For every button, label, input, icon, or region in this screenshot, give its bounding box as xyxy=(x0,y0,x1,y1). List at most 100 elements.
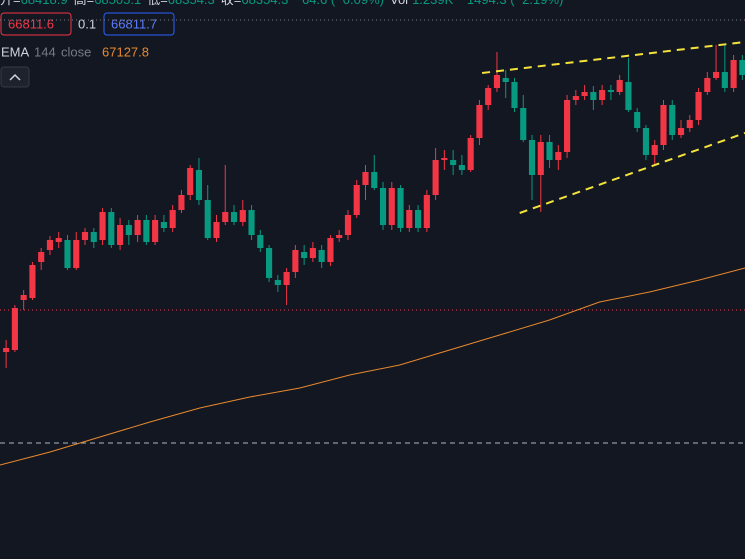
candle-body xyxy=(117,225,124,245)
candle-body xyxy=(274,280,281,285)
header-item: 收= xyxy=(221,0,242,7)
candle-body xyxy=(230,212,238,222)
candle-body xyxy=(195,170,203,200)
candle-body xyxy=(476,105,483,138)
candle-body xyxy=(485,88,492,105)
candle-body xyxy=(634,112,641,128)
header: 开=68418.9高=68505.1低=68354.3收=68354.3−64.… xyxy=(0,0,563,88)
ask-box xyxy=(103,12,175,36)
candle-body xyxy=(537,142,544,175)
candle-body xyxy=(704,78,711,92)
bid-box xyxy=(0,12,72,36)
candle-body xyxy=(493,75,501,88)
candle-body xyxy=(143,220,150,242)
candle-body xyxy=(432,160,439,195)
candle-body xyxy=(318,250,325,262)
candle-body xyxy=(73,240,80,268)
header-item: 68505.1 xyxy=(94,0,141,7)
candle-body xyxy=(467,138,474,170)
collapse-button[interactable] xyxy=(0,66,30,88)
ask: 66811.7 xyxy=(111,16,157,31)
candle-body xyxy=(301,252,308,258)
candle-body xyxy=(379,188,387,225)
candle-body xyxy=(520,108,527,140)
candle-body xyxy=(555,152,562,160)
candle-body xyxy=(642,128,650,155)
candle-body xyxy=(108,212,115,245)
candle-body xyxy=(204,200,211,238)
candle-body xyxy=(222,212,229,222)
candle-body xyxy=(29,265,36,298)
candle-body xyxy=(134,220,141,235)
candle-body xyxy=(721,72,728,88)
candle-body xyxy=(730,60,737,88)
candle-body xyxy=(458,165,465,170)
header-item: −1494.3 (−2.19%) xyxy=(459,0,563,7)
candle-body xyxy=(309,248,316,258)
indicator-source: close xyxy=(61,44,91,59)
candle-body xyxy=(336,235,343,238)
candle-body xyxy=(152,220,159,242)
candle-body xyxy=(677,128,685,135)
candle-body xyxy=(125,225,132,235)
trend-line xyxy=(519,132,745,214)
candle-body xyxy=(572,96,579,100)
candle-body xyxy=(625,82,632,110)
header-item: 68354.3 xyxy=(241,0,288,7)
candle-body xyxy=(686,120,693,128)
candle-body xyxy=(651,145,658,155)
bid: 66811.6 xyxy=(8,16,54,31)
candle-body xyxy=(423,195,430,228)
candle-body xyxy=(511,82,518,108)
candle-body xyxy=(546,142,553,160)
candle-body xyxy=(362,172,369,185)
header-item: 1.239K xyxy=(412,0,454,7)
collapse-icon xyxy=(9,73,21,81)
candle-body xyxy=(257,235,264,248)
candle-body xyxy=(178,195,185,210)
candle-body xyxy=(528,140,536,175)
header-item: −64.6 (−0.09%) xyxy=(294,0,384,7)
candle-body xyxy=(353,185,360,215)
header-item: 高= xyxy=(74,0,95,7)
candle-body xyxy=(55,238,62,242)
candle-body xyxy=(599,90,606,100)
candle-body xyxy=(502,78,509,82)
candle-body xyxy=(590,92,597,100)
candle-body xyxy=(248,210,255,235)
spread: 0.1 xyxy=(78,16,96,31)
candle-body xyxy=(38,252,45,262)
candle-body xyxy=(388,188,395,225)
candle-body xyxy=(213,222,220,238)
candle-body xyxy=(669,105,676,135)
header-item: 低= xyxy=(147,0,168,7)
candle-body xyxy=(187,168,194,195)
candle-body xyxy=(441,158,448,160)
candle-body xyxy=(564,100,571,152)
ema-line xyxy=(0,267,745,466)
candle-body xyxy=(581,92,588,96)
candle-body xyxy=(160,222,167,228)
candle-body xyxy=(239,210,246,222)
candle-body xyxy=(3,348,10,352)
indicator-value: 67127.8 xyxy=(102,44,149,59)
candle-body xyxy=(46,240,54,250)
header-item: Vol xyxy=(390,0,408,7)
candle-body xyxy=(283,272,290,285)
header-item: 68354.3 xyxy=(168,0,215,7)
candle-body xyxy=(344,215,352,235)
plot xyxy=(0,19,745,466)
candle-body xyxy=(327,238,334,262)
candle-body xyxy=(616,80,623,92)
candle-body xyxy=(450,160,457,165)
candle-body xyxy=(90,232,97,242)
indicator-length: 144 xyxy=(34,44,56,59)
indicator-name: EMA xyxy=(1,44,30,59)
candle-body xyxy=(695,92,702,120)
candle-body xyxy=(169,210,176,228)
candle-body xyxy=(64,240,71,268)
candle-body xyxy=(292,250,299,272)
candle-body xyxy=(415,210,422,228)
candle-body xyxy=(739,60,745,75)
